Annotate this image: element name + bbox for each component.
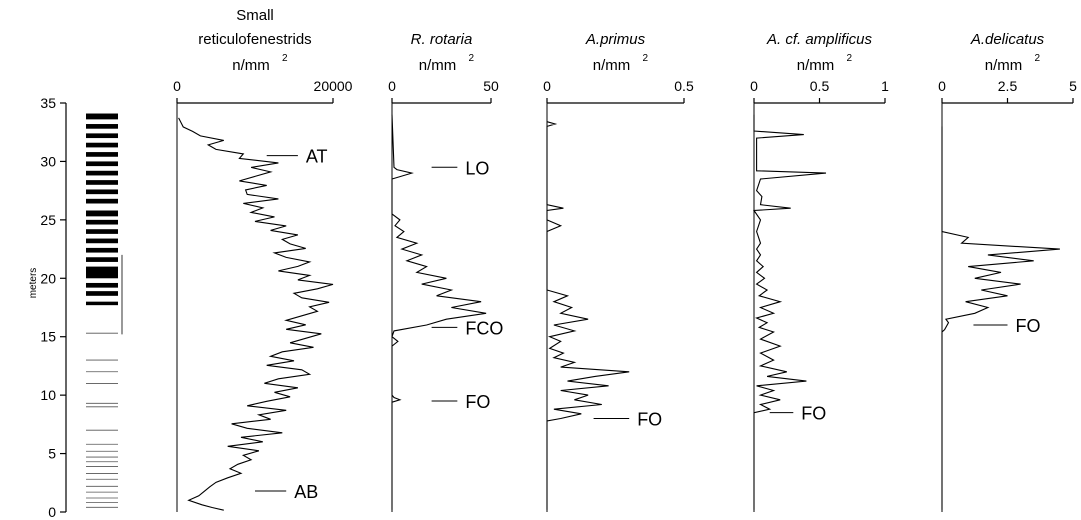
event-label: AT [306, 147, 328, 167]
panel-unit-superscript: 2 [847, 53, 853, 64]
panel-abundance-curve [546, 121, 630, 510]
panel-x-tick-label: 0 [750, 78, 758, 94]
depth-tick-label: 0 [48, 504, 56, 520]
lithology-dark-band [86, 219, 118, 225]
lithology-dark-band [86, 282, 118, 288]
panel-x-tick-label: 0.5 [674, 78, 694, 94]
depth-tick-label: 35 [40, 95, 56, 111]
depth-tick-label: 30 [40, 153, 56, 169]
event-label: LO [465, 158, 489, 178]
panel-abundance-curve [391, 114, 487, 510]
panel-x-tick-label: 0.5 [810, 78, 830, 94]
lithology-dark-band [86, 210, 118, 217]
panel-x-tick-label: 0 [938, 78, 946, 94]
lithology-dark-band [86, 124, 118, 129]
panel-title: A. cf. amplificus [766, 31, 873, 48]
depth-tick-label: 25 [40, 212, 56, 228]
panel-unit-superscript: 2 [282, 53, 288, 64]
panel-x-tick-label: 1 [881, 78, 889, 94]
event-label: FO [801, 404, 826, 424]
lithology-dark-band [86, 161, 118, 167]
lithology-dark-band [86, 238, 118, 244]
event-label: AB [294, 482, 318, 502]
panel-unit-superscript: 2 [1035, 53, 1041, 64]
event-label: FO [637, 410, 662, 430]
lithology-dark-band [86, 291, 118, 296]
panel-abundance-curve [178, 117, 334, 511]
panel-unit-superscript: 2 [469, 53, 475, 64]
lithology-dark-band [86, 133, 118, 139]
panel-x-tick-label: 20000 [314, 78, 353, 94]
panel-title-line1: Small [236, 7, 274, 24]
event-label: FO [1016, 316, 1041, 336]
panel-unit: n/mm [985, 57, 1023, 74]
panel-x-tick-label: 2.5 [998, 78, 1018, 94]
event-label: FCO [465, 318, 503, 338]
panel-abundance-curve [941, 126, 1060, 510]
panel-title: reticulofenestrids [198, 31, 311, 48]
panel-x-tick-label: 0 [543, 78, 551, 94]
panel-x-tick-label: 0 [388, 78, 396, 94]
panel-title: R. rotaria [411, 31, 473, 48]
lithology-dark-band [86, 189, 118, 195]
panel-unit: n/mm [419, 57, 457, 74]
panel-unit: n/mm [797, 57, 835, 74]
lithology-dark-band [86, 301, 118, 306]
lithology-dark-band [86, 229, 118, 234]
depth-tick-label: 20 [40, 270, 56, 286]
panel-unit-superscript: 2 [643, 53, 649, 64]
panel-x-tick-label: 0 [173, 78, 181, 94]
panel-x-tick-label: 5 [1069, 78, 1077, 94]
panel-unit: n/mm [232, 57, 270, 74]
depth-tick-label: 5 [48, 446, 56, 462]
panel-title: A.delicatus [970, 31, 1045, 48]
panel-unit: n/mm [593, 57, 631, 74]
panel-abundance-curve [752, 114, 827, 510]
depth-tick-label: 15 [40, 329, 56, 345]
lithology-dark-band [86, 247, 118, 253]
lithology-dark-band [86, 266, 118, 279]
depth-tick-label: 10 [40, 387, 56, 403]
depth-axis-label: meters [28, 268, 39, 299]
panel-title: A.primus [585, 31, 646, 48]
lithology-dark-band [86, 152, 118, 157]
lithology-dark-band [86, 180, 118, 185]
lithology-dark-band [86, 142, 118, 148]
lithology-dark-band [86, 170, 118, 176]
lithology-dark-band [86, 113, 118, 120]
lithology-dark-band [86, 257, 118, 262]
event-label: FO [465, 392, 490, 412]
lithology-dark-band [86, 198, 118, 204]
panel-x-tick-label: 50 [483, 78, 499, 94]
